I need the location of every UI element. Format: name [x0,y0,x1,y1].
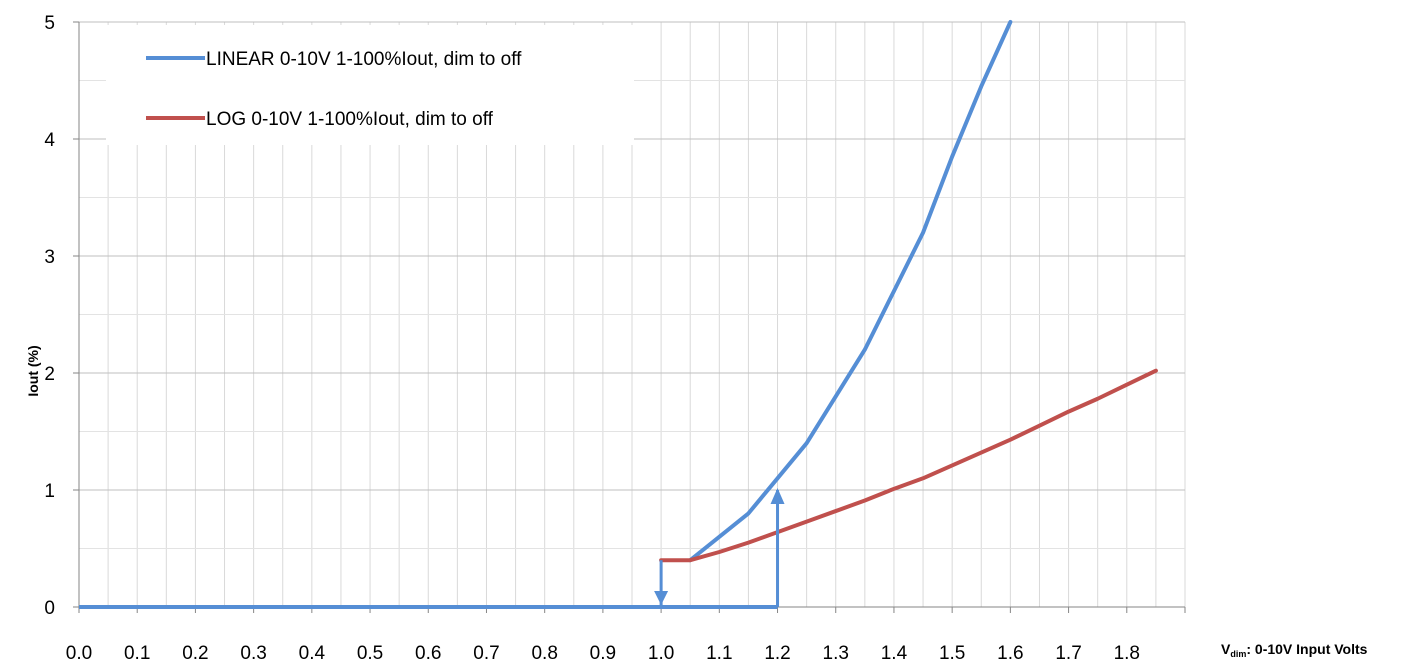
legend-label-log: LOG 0-10V 1-100%Iout, dim to off [206,109,494,130]
legend: LINEAR 0-10V 1-100%Iout, dim to off LOG … [106,25,634,145]
up-arrow-head [770,488,785,504]
x-tick-label: 1.8 [1114,643,1140,661]
down-arrow-head [654,591,669,605]
x-tick-label: 1.1 [706,643,732,661]
x-tick-label: 1.5 [939,643,965,661]
legend-box [106,25,634,145]
x-tick-label: 0.8 [531,643,557,661]
y-tick-label: 5 [44,13,55,34]
y-tick-label: 0 [44,598,55,619]
x-tick-label: 0.6 [415,643,441,661]
x-tick-label: 0.7 [473,643,499,661]
series-lines [659,20,1158,563]
y-tick-label: 2 [44,364,55,385]
y-tick-label: 4 [44,130,55,151]
y-axis-title: Iout (%) [25,345,41,396]
x-tick-label: 1.0 [648,643,674,661]
x-tick-label: 1.4 [881,643,908,661]
series-log-line [659,368,1158,563]
legend-label-linear: LINEAR 0-10V 1-100%Iout, dim to off [206,49,522,70]
x-axis-title-rest: : 0-10V Input Volts [1246,641,1367,657]
hysteresis-markers [79,488,785,609]
x-tick-labels: 0.0 0.1 0.2 0.3 0.4 0.5 0.6 0.7 0.8 0.9 1.0 1.1 1.2 1… [66,643,1140,661]
x-tick-label: 0.3 [240,643,266,661]
x-tick-label: 0.4 [299,643,326,661]
x-tick-label: 0.2 [182,643,208,661]
x-tick-label: 1.3 [823,643,849,661]
x-tick-label: 0.5 [357,643,383,661]
x-tick-label: 1.6 [997,643,1023,661]
x-axis-title: Vdim: 0-10V Input Volts [1221,641,1368,659]
y-tick-labels: 0 1 2 3 4 5 [44,13,55,619]
x-axis-title-sub: dim [1230,649,1246,659]
y-tick-label: 1 [44,481,55,502]
y-tick-label: 3 [44,247,55,268]
x-tick-label: 1.2 [764,643,790,661]
x-axis-title-v: V [1221,641,1231,657]
x-tick-label: 0.1 [124,643,150,661]
x-tick-label: 1.7 [1055,643,1081,661]
x-tick-label: 0.0 [66,643,92,661]
x-tick-label: 0.9 [590,643,616,661]
series-linear-line [688,20,1013,563]
